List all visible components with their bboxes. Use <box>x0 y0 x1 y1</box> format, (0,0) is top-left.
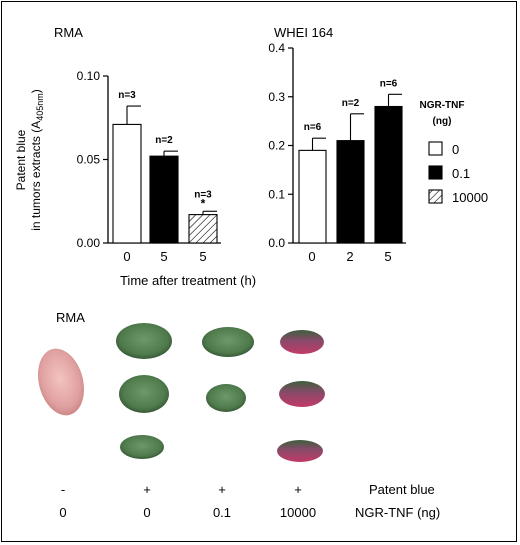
n-label: n=6 <box>380 78 398 89</box>
patent-blue-value: - <box>61 482 65 497</box>
tumor-sample-pink <box>37 348 85 416</box>
n-label: n=6 <box>304 122 322 133</box>
photo-row-labels: - 0 +0 +0.1 +10000 Patent blue NGR-TNF (ng) <box>59 482 440 520</box>
y-axis-label-line1: Patent blue <box>14 129 28 190</box>
panel-label-rma: RMA <box>54 25 83 40</box>
y-axis-label: Patent blue in tumors extracts (A405nm) <box>14 89 45 231</box>
bar <box>374 105 403 244</box>
n-label: n=3 <box>194 189 212 200</box>
y-axis-label-line2: in tumors extracts (A <box>29 121 43 231</box>
ngr-tnf-value: 0 <box>143 505 150 520</box>
x-tick-label: 5 <box>199 249 206 264</box>
bar <box>336 140 365 244</box>
legend: NGR-TNF (ng) 0 0.1 10000 <box>420 100 489 205</box>
tumor-sample-green <box>116 323 172 359</box>
y-axis-label-subscript: 405nm <box>35 93 45 121</box>
bar <box>188 214 218 244</box>
bar-chart-2: 0.0 0.1 0.2 0.3 0.4 n=6 0 n=2 2 n=6 5 <box>268 41 406 264</box>
y-tick-label: 0.1 <box>268 187 285 201</box>
significance-marker: * <box>201 196 206 210</box>
y-tick-label: 0.2 <box>268 139 285 153</box>
tumor-sample-green <box>120 435 164 459</box>
legend-swatch <box>428 189 443 204</box>
ngr-tnf-value: 0 <box>59 505 66 520</box>
y-tick-label: 0.05 <box>77 153 101 167</box>
patent-blue-value: + <box>143 482 151 497</box>
y-tick-label: 0.10 <box>77 69 101 83</box>
tumor-sample-green <box>119 375 169 413</box>
x-axis-label: Time after treatment (h) <box>120 273 256 288</box>
ngr-tnf-row-label: NGR-TNF (ng) <box>355 505 440 520</box>
n-label: n=2 <box>155 135 173 146</box>
tumor-sample-mixed <box>277 440 323 462</box>
n-label: n=3 <box>118 90 136 101</box>
tumor-sample-mixed <box>279 381 325 407</box>
x-tick-label: 5 <box>160 249 167 264</box>
n-label: n=2 <box>342 98 360 109</box>
x-tick-label: 0 <box>308 249 315 264</box>
y-tick-label: 0.3 <box>268 90 285 104</box>
svg-text:in tumors extracts (A405nm): in tumors extracts (A405nm) <box>29 89 45 231</box>
legend-label: 0 <box>452 142 459 157</box>
patent-blue-value: + <box>218 482 226 497</box>
bar-plots: 0.000.050.10n=30n=25*n=350.00.10.20.30.4… <box>77 41 406 264</box>
svg-text:Patent blue: Patent blue <box>14 129 28 190</box>
ngr-tnf-value: 0.1 <box>213 505 231 520</box>
legend-title-line2: (ng) <box>433 116 452 127</box>
bar <box>112 123 142 244</box>
legend-swatch <box>428 141 443 156</box>
photo-panel-label: RMA <box>56 310 85 325</box>
y-axis-label-close: ) <box>29 89 43 93</box>
x-tick-label: 5 <box>384 249 391 264</box>
x-tick-label: 2 <box>346 249 353 264</box>
legend-label: 0.1 <box>452 166 470 181</box>
panel-label-whei164: WHEI 164 <box>274 25 333 40</box>
legend-title-line1: NGR-TNF <box>420 100 465 111</box>
patent-blue-row-label: Patent blue <box>369 482 435 497</box>
y-tick-label: 0.0 <box>268 236 285 250</box>
x-tick-label: 0 <box>123 249 130 264</box>
y-tick-label: 0.00 <box>77 236 101 250</box>
bar <box>149 155 179 244</box>
patent-blue-value: + <box>294 482 302 497</box>
legend-label: 10000 <box>452 190 488 205</box>
y-tick-label: 0.4 <box>268 41 285 55</box>
bar-chart-1: 0.000.050.10n=30n=25*n=35 <box>77 69 221 264</box>
tumor-photo <box>37 323 325 462</box>
ngr-tnf-value: 10000 <box>280 505 316 520</box>
tumor-sample-mixed <box>280 330 324 354</box>
tumor-sample-green <box>206 384 246 412</box>
legend-swatch <box>428 165 443 180</box>
tumor-sample-green <box>202 327 254 357</box>
bar <box>298 149 327 244</box>
